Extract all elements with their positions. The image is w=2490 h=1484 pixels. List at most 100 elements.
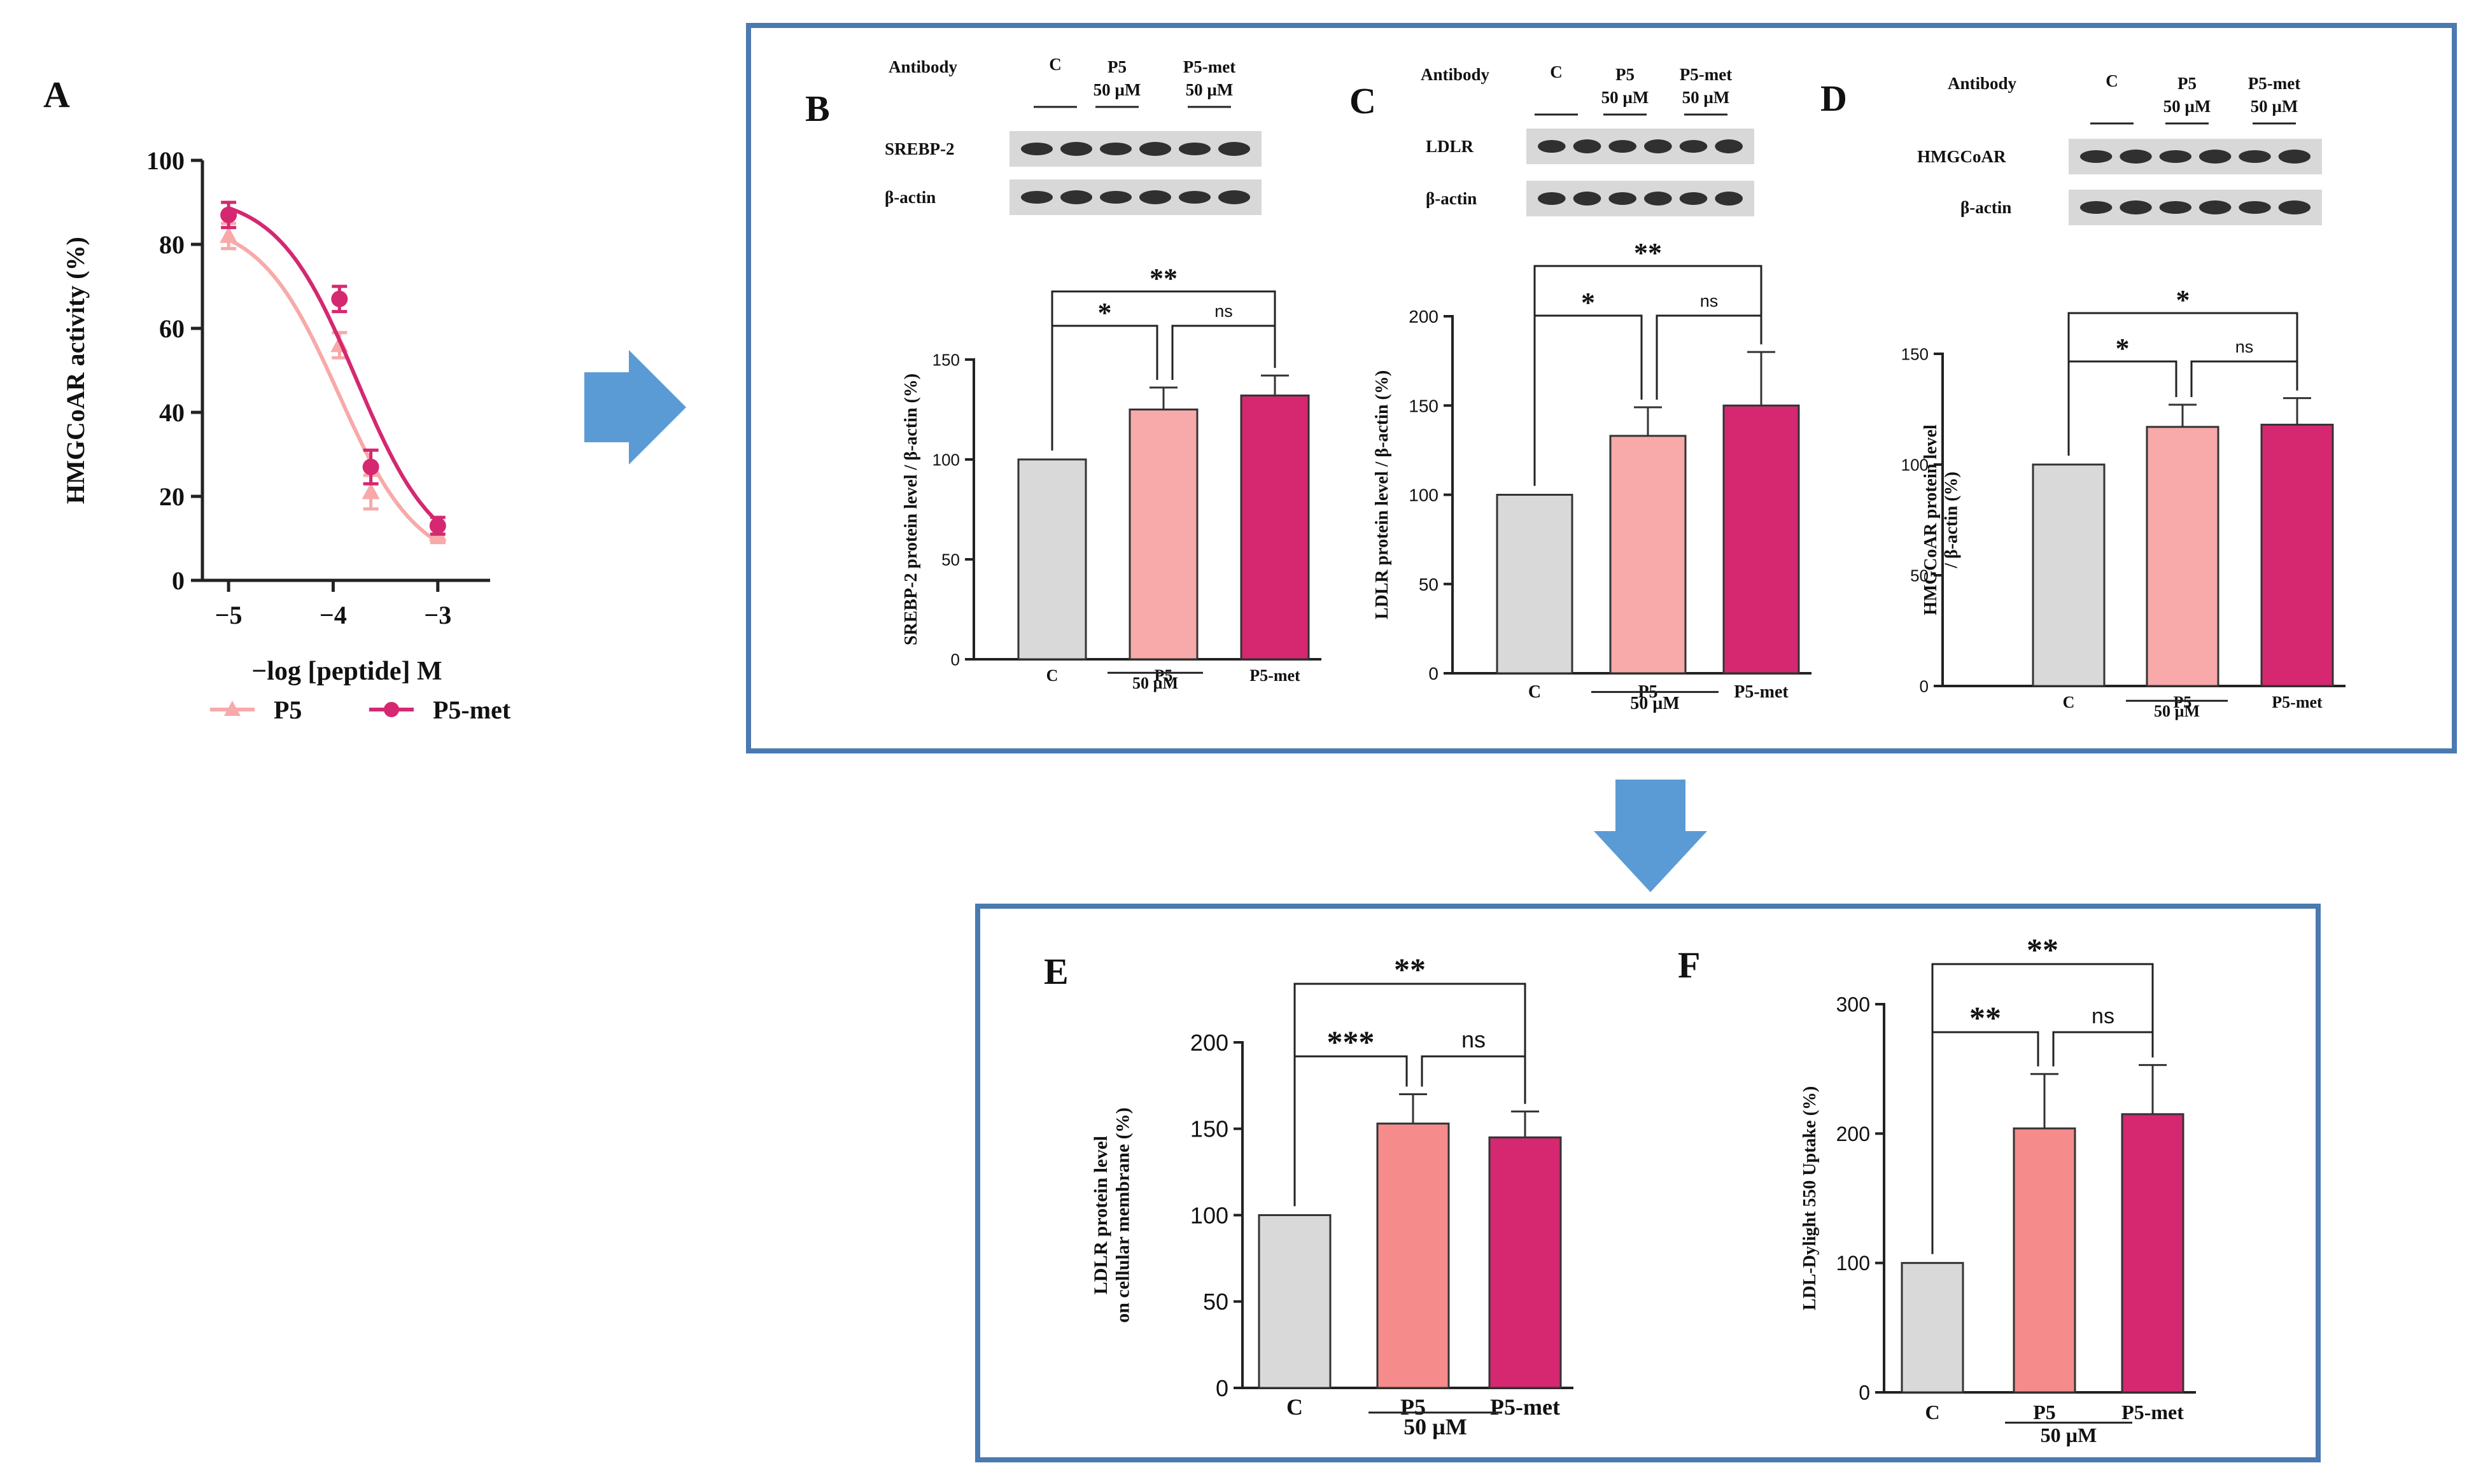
y-tick-label: 80 — [159, 230, 185, 259]
panel-letter-a: A — [43, 74, 70, 115]
bar-p5-met — [1240, 395, 1310, 661]
blot-band — [1179, 143, 1211, 155]
blot-band — [1573, 192, 1601, 206]
significance-bracket: ns — [2052, 1004, 2154, 1067]
y-tick-label: 50 — [941, 550, 960, 569]
bracket-line — [1171, 325, 1276, 380]
significance-label: ns — [1461, 1026, 1486, 1053]
blot-lane-c: C — [1550, 62, 1563, 81]
bar-p5 — [2146, 426, 2219, 687]
charts: 0 20 40 60 80 100 −5 −4 −3 HMGCoAR activity (%) −l… — [61, 146, 2346, 1446]
y-tick-label: 0 — [951, 650, 960, 669]
panel-frame-bcd — [746, 23, 2457, 753]
data-point — [220, 226, 238, 243]
blot-lane-c: C — [1049, 55, 1062, 74]
blot-band — [1644, 139, 1672, 153]
panel-letter-e: E — [1044, 951, 1069, 992]
x-tick-label: C — [1528, 682, 1541, 702]
group-label: 50 µM — [2154, 702, 2200, 720]
data-point — [220, 206, 237, 223]
y-tick-label: 200 — [1409, 307, 1438, 326]
bar-c — [1258, 1214, 1332, 1389]
blot-band — [1608, 140, 1637, 153]
blot-row-label: HMGCoAR — [1917, 147, 2006, 166]
x-tick-label: C — [1046, 666, 1059, 685]
significance-bracket: ** — [1533, 237, 1762, 486]
y-axis-label: LDL-Dylight 550 Uptake (%) — [1800, 1086, 1820, 1310]
bar-p5-met — [2260, 423, 2334, 687]
legend-label: P5-met — [433, 696, 511, 724]
group-label: 50 µM — [1630, 694, 1680, 713]
y-axis-label-line: HMGCoAR protein level — [1921, 424, 1941, 615]
blot-row-label: β-actin — [1426, 189, 1477, 208]
data-point — [362, 482, 380, 500]
y-axis-label-line: on cellular membrane (%) — [1113, 1107, 1134, 1323]
series-p5: P5 — [210, 221, 447, 724]
y-tick-label: 150 — [1409, 396, 1438, 416]
blot-band — [1573, 139, 1601, 153]
blot-antibody-label: Antibody — [1421, 65, 1490, 84]
blot-band — [1679, 192, 1708, 205]
bracket-line — [1931, 963, 2154, 1254]
blot-lane-p5met: P5-met — [1680, 65, 1732, 84]
significance-bracket: ns — [1421, 1026, 1526, 1104]
significance-bracket: ns — [1656, 291, 1762, 400]
chart-a: 0 20 40 60 80 100 −5 −4 −3 HMGCoAR activity (%) −l… — [61, 146, 511, 724]
y-tick-label: 100 — [932, 450, 960, 469]
significance-bracket: ** — [1293, 951, 1526, 1207]
x-tick-label: P5 — [1400, 1394, 1426, 1420]
y-tick-label: 20 — [159, 482, 185, 511]
blot-lane-p5: 50 µM — [2163, 97, 2211, 116]
y-tick-label: 0 — [1920, 676, 1929, 696]
series-p5-met: P5-met — [220, 200, 511, 724]
x-tick-label: C — [1925, 1401, 1939, 1424]
data-point — [362, 458, 379, 475]
panel-letter-b: B — [805, 88, 830, 129]
blot-band — [2080, 150, 2113, 163]
y-axis-label: HMGCoAR activity (%) — [61, 237, 90, 504]
bar-c — [2032, 463, 2106, 687]
blot-lane-p5: P5 — [1615, 65, 1635, 84]
bar-p5 — [1376, 1123, 1450, 1389]
blot-band — [1715, 139, 1743, 153]
data-point — [429, 517, 446, 535]
blot-band — [1179, 191, 1211, 204]
blot-lane-p5: P5 — [1108, 57, 1127, 76]
bar-p5 — [1129, 409, 1199, 661]
panel-letter-f: F — [1678, 944, 1700, 986]
x-tick-label: −5 — [215, 601, 243, 629]
blot-band — [1021, 191, 1053, 204]
group-label: 50 µM — [2041, 1424, 2097, 1446]
y-tick-label: 200 — [1836, 1123, 1870, 1145]
western-blots: Antibody C P5 50 µM P5-met 50 µM SREBP-2 β-acti… — [885, 55, 2322, 225]
blot-antibody-label: Antibody — [889, 57, 958, 76]
y-axis-label: LDLR protein levelon cellular membrane (… — [1090, 1107, 1134, 1323]
group-label: 50 µM — [1132, 674, 1178, 692]
x-tick-label: −4 — [320, 601, 347, 629]
blot-band — [1139, 142, 1171, 156]
blot-row-label: β-actin — [1960, 198, 2011, 217]
significance-label: ns — [2235, 337, 2254, 356]
bracket-line — [2052, 1031, 2154, 1067]
blot-band — [2278, 150, 2311, 164]
blot-lane-p5: 50 µM — [1601, 88, 1649, 107]
bar-c — [1496, 494, 1573, 675]
y-tick-label: 0 — [1428, 664, 1438, 683]
chart-b: 0 50 100 150 SREBP-2 protein level / β-actin… — [901, 263, 1321, 692]
y-tick-label: 200 — [1190, 1030, 1228, 1056]
blot-antibody-label: Antibody — [1948, 74, 2017, 93]
data-point — [331, 290, 348, 307]
y-tick-label: 100 — [146, 146, 185, 175]
arrow-down-icon — [1594, 780, 1707, 892]
significance-label: * — [2116, 333, 2130, 364]
chart-f: 0 100 200 300 LDL-Dylight 550 Uptake (%) C P5 P… — [1800, 932, 2196, 1446]
blot-row-label: LDLR — [1426, 137, 1474, 156]
bar-p5-met — [1722, 404, 1800, 675]
significance-label: ** — [1150, 263, 1178, 294]
significance-label: ** — [2027, 932, 2058, 967]
bracket-line — [2067, 312, 2298, 456]
blot-band — [1679, 140, 1708, 153]
y-tick-label: 100 — [1409, 486, 1438, 505]
panel-letter-d: D — [1820, 78, 1847, 119]
blot-band — [1060, 190, 1092, 204]
